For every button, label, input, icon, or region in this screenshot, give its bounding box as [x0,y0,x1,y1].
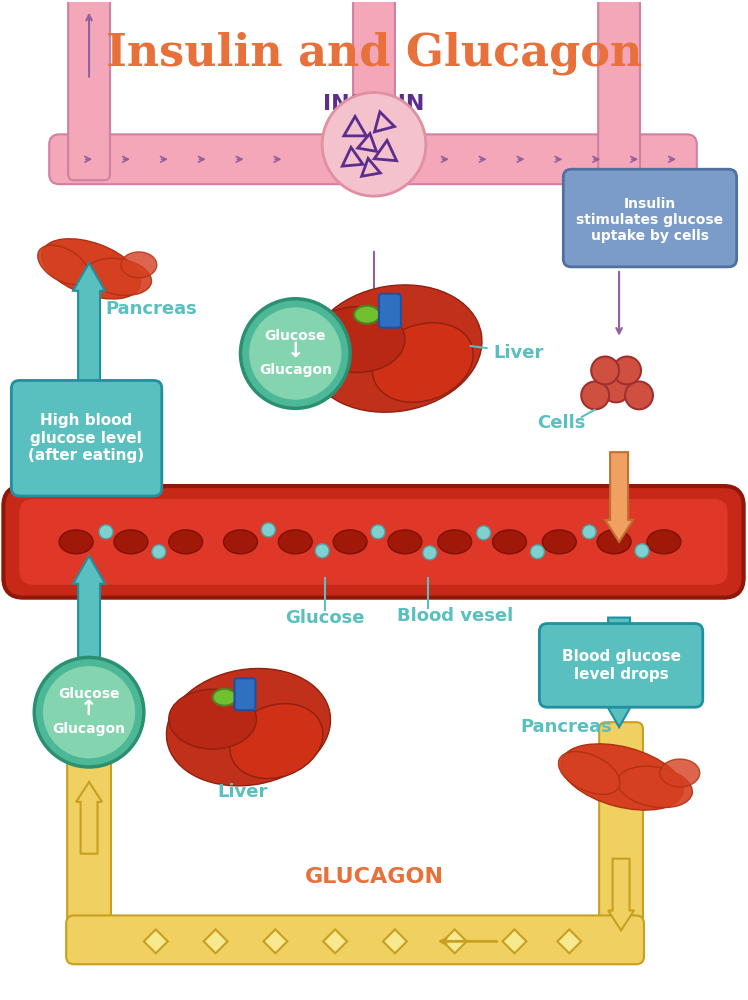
Circle shape [248,307,342,400]
FancyBboxPatch shape [598,0,640,180]
FancyArrow shape [76,782,102,854]
Circle shape [530,545,545,559]
Circle shape [602,374,630,402]
Ellipse shape [559,752,620,794]
Ellipse shape [308,285,482,412]
FancyBboxPatch shape [353,0,395,180]
Ellipse shape [278,530,312,554]
Ellipse shape [166,668,331,786]
Text: Glucagon: Glucagon [259,363,332,377]
Circle shape [315,544,329,558]
Text: Cells: Cells [537,414,586,432]
Ellipse shape [87,258,152,295]
Text: Glucagon: Glucagon [52,722,126,736]
Circle shape [371,525,385,539]
Ellipse shape [388,530,422,554]
Ellipse shape [121,252,157,278]
Circle shape [635,544,649,558]
Ellipse shape [59,530,93,554]
Polygon shape [383,929,407,953]
Ellipse shape [542,530,576,554]
Ellipse shape [660,759,700,787]
FancyBboxPatch shape [563,169,737,267]
Text: Blood glucose
level drops: Blood glucose level drops [562,649,681,682]
Circle shape [34,657,144,767]
Circle shape [241,299,350,408]
Ellipse shape [230,704,323,779]
FancyArrow shape [603,618,635,727]
Ellipse shape [37,245,88,285]
FancyBboxPatch shape [539,624,703,707]
Circle shape [582,525,596,539]
Ellipse shape [333,530,367,554]
Ellipse shape [169,530,203,554]
Text: Glucose: Glucose [265,329,326,343]
Circle shape [581,381,609,409]
FancyArrow shape [608,859,634,930]
Text: Insulin and Glucagon: Insulin and Glucagon [106,32,642,75]
FancyBboxPatch shape [68,0,110,180]
Polygon shape [443,929,467,953]
Ellipse shape [212,689,236,706]
Ellipse shape [438,530,472,554]
Ellipse shape [169,689,257,749]
FancyBboxPatch shape [235,678,255,710]
Circle shape [625,381,653,409]
Text: Pancreas: Pancreas [105,300,197,318]
Circle shape [613,357,641,384]
Ellipse shape [647,530,681,554]
FancyBboxPatch shape [379,294,401,328]
Polygon shape [557,929,581,953]
Polygon shape [144,929,168,953]
Ellipse shape [561,744,683,810]
Ellipse shape [224,530,257,554]
Circle shape [591,357,619,384]
Circle shape [99,525,113,539]
Circle shape [322,93,426,196]
Ellipse shape [618,766,693,808]
Circle shape [261,523,275,537]
FancyBboxPatch shape [67,722,111,923]
Circle shape [42,665,136,759]
FancyBboxPatch shape [599,722,643,923]
Text: GLUCAGON: GLUCAGON [304,867,444,887]
Text: Blood vesel: Blood vesel [396,607,513,625]
FancyArrow shape [73,556,105,681]
Circle shape [152,545,166,559]
FancyBboxPatch shape [49,134,697,184]
Ellipse shape [42,239,141,299]
Text: Pancreas: Pancreas [521,718,612,736]
FancyArrow shape [605,452,633,542]
Text: INSULIN: INSULIN [323,94,425,114]
FancyBboxPatch shape [66,915,644,964]
Text: Glucose: Glucose [286,609,365,627]
Text: High blood
glucose level
(after eating): High blood glucose level (after eating) [28,413,144,463]
Polygon shape [263,929,287,953]
FancyBboxPatch shape [19,499,728,585]
Ellipse shape [597,530,631,554]
Text: ↑: ↑ [80,699,98,719]
Circle shape [476,526,491,540]
Polygon shape [323,929,347,953]
Polygon shape [503,929,527,953]
FancyBboxPatch shape [4,486,744,598]
Ellipse shape [354,306,380,324]
Ellipse shape [373,323,473,402]
FancyArrow shape [73,263,105,425]
FancyBboxPatch shape [11,380,162,496]
Text: Normal blood glucose level: Normal blood glucose level [148,488,423,506]
Ellipse shape [114,530,148,554]
Text: Glucose: Glucose [58,687,120,701]
Text: Liver: Liver [494,344,544,362]
Text: Liver: Liver [218,783,268,801]
Text: ↓: ↓ [286,341,304,361]
Text: Insulin
stimulates glucose
uptake by cells: Insulin stimulates glucose uptake by cel… [577,197,723,243]
Ellipse shape [309,307,405,372]
Polygon shape [203,929,227,953]
Ellipse shape [493,530,527,554]
Circle shape [423,546,437,560]
